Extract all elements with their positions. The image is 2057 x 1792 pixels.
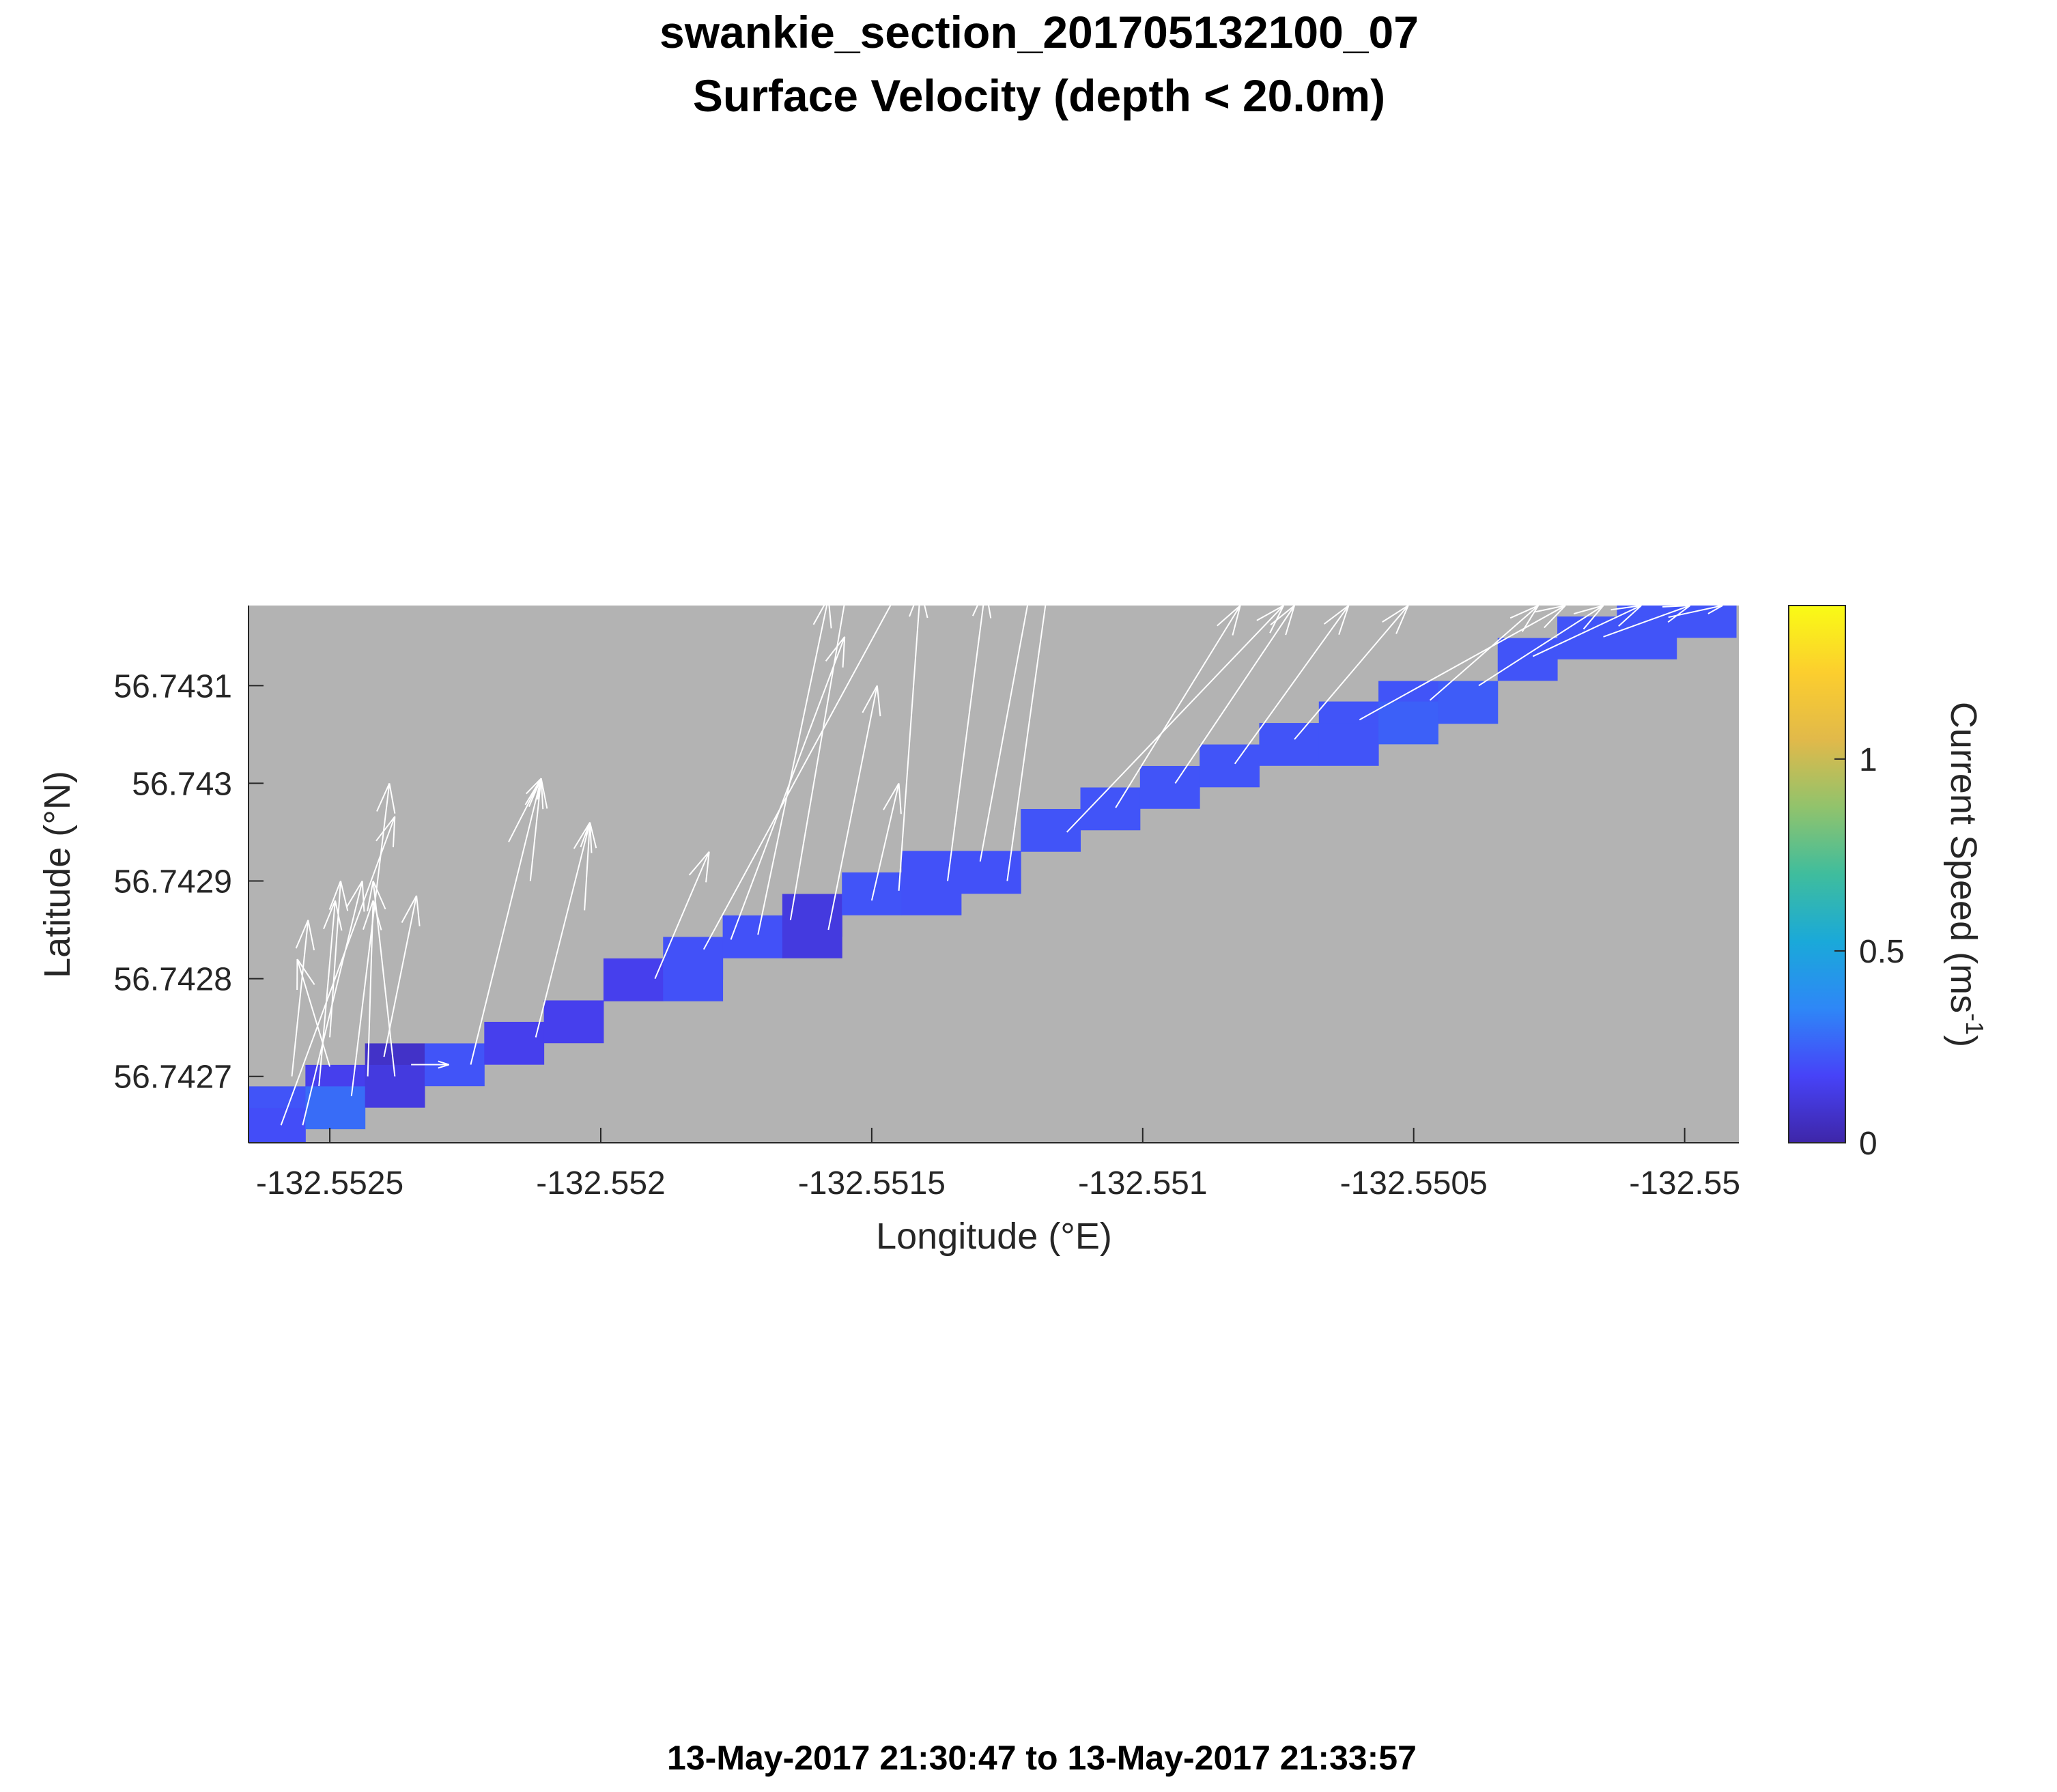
- velocity-vector: [328, 881, 349, 1038]
- heatmap-cell: [1080, 787, 1141, 831]
- velocity-vector: [367, 881, 396, 1077]
- y-tick-label: 56.7429: [113, 864, 232, 900]
- velocity-vector: [1478, 606, 1604, 687]
- velocity-vector: [789, 606, 845, 920]
- heatmap-cell: [961, 851, 1021, 894]
- heatmap-cell: [1318, 723, 1379, 766]
- heatmap-cell: [1259, 723, 1320, 766]
- colorbar-tick-label: 0: [1859, 1126, 1877, 1162]
- velocity-vector: [1294, 606, 1409, 740]
- velocity-vector: [291, 920, 315, 1077]
- velocity-vector: [870, 782, 902, 901]
- velocity-vector: [898, 606, 928, 891]
- heatmap-cell: [1676, 606, 1737, 638]
- heatmap-cell: [484, 1021, 545, 1065]
- velocity-vector: [1234, 606, 1350, 765]
- velocity-vector: [1668, 606, 1723, 618]
- velocity-vector: [528, 778, 548, 881]
- heatmap-cell: [1557, 616, 1617, 659]
- heatmap-cell: [543, 1000, 604, 1044]
- velocity-vector: [1174, 606, 1296, 784]
- velocity-vector: [1359, 606, 1566, 721]
- velocity-vector: [383, 895, 421, 1057]
- velocity-vector: [1603, 606, 1691, 638]
- velocity-vector: [350, 783, 396, 1096]
- x-tick-label: -132.5525: [256, 1165, 403, 1201]
- heatmap-cell: [663, 958, 724, 1001]
- heatmap-cell: [1139, 766, 1200, 809]
- velocity-vector: [730, 636, 846, 940]
- x-axis-label: Longitude (°E): [876, 1216, 1112, 1257]
- heatmap-cell: [1378, 701, 1438, 745]
- heatmap-cell: [249, 1107, 306, 1143]
- velocity-vector: [703, 606, 892, 950]
- velocity-vector: [296, 958, 331, 1067]
- x-tick-label: -132.551: [1078, 1165, 1208, 1201]
- colorbar-label: Current Speed (ms-1): [1943, 702, 1989, 1047]
- heatmap-cell: [842, 872, 903, 915]
- heatmap-cell: [1200, 744, 1260, 788]
- y-tick-label: 56.7427: [113, 1059, 232, 1096]
- colorbar-tick-label: 0.5: [1859, 934, 1905, 970]
- y-axis-label: Latitude (°N): [37, 771, 78, 978]
- heatmap-cell: [901, 872, 962, 915]
- velocity-vector: [1115, 606, 1241, 808]
- x-tick-label: -132.55: [1629, 1165, 1740, 1201]
- x-tick-label: -132.5515: [798, 1165, 946, 1201]
- velocity-vector: [1532, 606, 1642, 657]
- heatmap-cell: [1438, 681, 1499, 724]
- colorbar-tick-label: 1: [1859, 742, 1877, 778]
- time-range: 13-May-2017 21:30:47 to 13-May-2017 21:3…: [667, 1739, 1417, 1777]
- heatmap-cell: [1021, 808, 1081, 852]
- heatmap-cell: [782, 915, 842, 958]
- velocity-vector: [827, 685, 881, 930]
- heatmap-cell: [305, 1086, 366, 1130]
- velocity-vector: [1429, 606, 1540, 701]
- velocity-vector: [979, 606, 1028, 862]
- x-tick-label: -132.5505: [1340, 1165, 1488, 1201]
- heatmap-cell: [365, 1064, 425, 1108]
- velocity-vector: [411, 1060, 450, 1069]
- velocity-vector: [280, 816, 396, 1126]
- y-tick-label: 56.7428: [113, 962, 232, 998]
- chart-subtitle: Surface Velocity (depth < 20.0m): [693, 70, 1385, 121]
- x-tick-label: -132.552: [536, 1165, 666, 1201]
- heatmap-cell: [603, 958, 664, 1001]
- velocity-vector: [580, 822, 597, 911]
- velocity-vector: [1006, 606, 1047, 881]
- velocity-vector: [947, 606, 992, 881]
- heatmap-cell: [1497, 638, 1558, 681]
- colorbar: [1788, 605, 1846, 1143]
- chart-title: swankie_section_201705132100_07: [659, 7, 1419, 57]
- y-tick-label: 56.743: [132, 766, 232, 802]
- y-tick-label: 56.7431: [113, 668, 232, 705]
- velocity-vector: [654, 851, 710, 979]
- velocity-vector: [757, 606, 832, 935]
- heatmap-cell: [722, 915, 783, 958]
- heatmap-cell: [1617, 616, 1677, 659]
